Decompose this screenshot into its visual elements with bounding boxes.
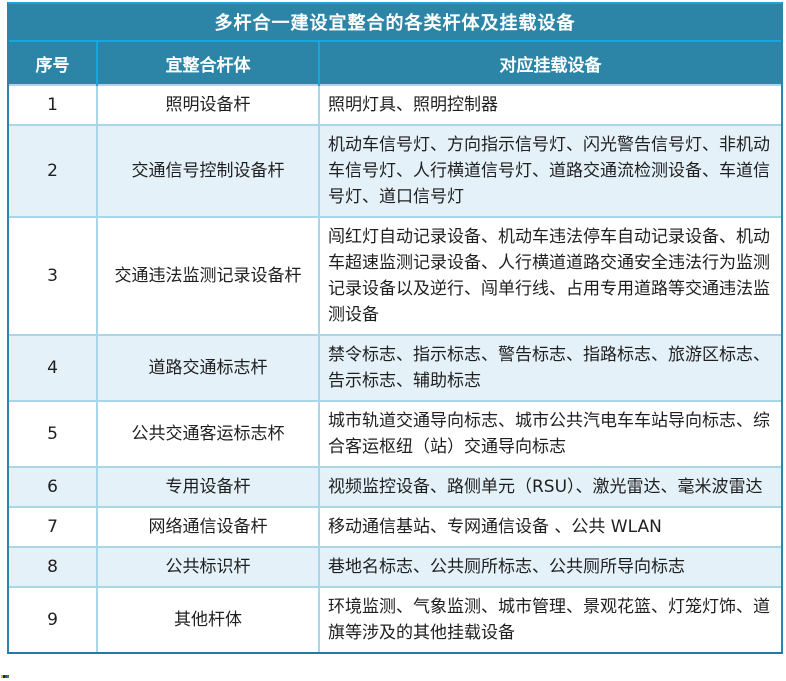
cell-devices: 巷地名标志、公共厕所标志、公共厕所导向标志 bbox=[318, 546, 781, 587]
cell-index: 8 bbox=[9, 546, 97, 587]
cell-index: 6 bbox=[9, 466, 97, 507]
cell-pole: 交通违法监测记录设备杆 bbox=[96, 216, 319, 335]
cell-index: 3 bbox=[9, 216, 97, 335]
cell-pole: 公共标识杆 bbox=[96, 546, 319, 587]
table-row: 9 其他杆体 环境监测、气象监测、城市管理、景观花篮、灯笼灯饰、道旗等涉及的其他… bbox=[9, 586, 781, 652]
table-row: 3 交通违法监测记录设备杆 闯红灯自动记录设备、机动车违法停车自动记录设备、机动… bbox=[9, 216, 781, 335]
cell-devices: 照明灯具、照明控制器 bbox=[318, 84, 781, 125]
pole-equipment-table: 序号 宜整合杆体 对应挂载设备 1 照明设备杆 照明灯具、照明控制器 2 交通信… bbox=[9, 42, 781, 652]
table-row: 5 公共交通客运标志杯 城市轨道交通导向标志、城市公共汽电车车站导向标志、综合客… bbox=[9, 400, 781, 467]
cell-index: 5 bbox=[9, 400, 97, 467]
cell-pole: 专用设备杆 bbox=[96, 466, 319, 507]
cell-devices: 视频监控设备、路侧单元（RSU）、激光雷达、毫米波雷达 bbox=[318, 466, 781, 507]
table-row: 2 交通信号控制设备杆 机动车信号灯、方向指示信号灯、闪光警告信号灯、非机动车信… bbox=[9, 124, 781, 217]
cell-pole: 其他杆体 bbox=[96, 586, 319, 652]
cell-index: 2 bbox=[9, 124, 97, 217]
table-title: 多杆合一建设宜整合的各类杆体及挂载设备 bbox=[9, 4, 781, 42]
cell-devices: 城市轨道交通导向标志、城市公共汽电车车站导向标志、综合客运枢纽（站）交通导向标志 bbox=[318, 400, 781, 467]
table-row: 4 道路交通标志杆 禁令标志、指示标志、警告标志、指路标志、旅游区标志、告示标志… bbox=[9, 334, 781, 401]
cell-devices: 移动通信基站、专网通信设备 、公共 WLAN bbox=[318, 506, 781, 547]
cell-index: 7 bbox=[9, 506, 97, 547]
table-body: 1 照明设备杆 照明灯具、照明控制器 2 交通信号控制设备杆 机动车信号灯、方向… bbox=[9, 84, 781, 652]
cell-devices: 环境监测、气象监测、城市管理、景观花篮、灯笼灯饰、道旗等涉及的其他挂载设备 bbox=[318, 586, 781, 652]
cell-pole: 交通信号控制设备杆 bbox=[96, 124, 319, 217]
cell-pole: 照明设备杆 bbox=[96, 84, 319, 125]
header-cell-index: 序号 bbox=[9, 42, 97, 85]
cell-pole: 道路交通标志杆 bbox=[96, 334, 319, 401]
cell-devices: 闯红灯自动记录设备、机动车违法停车自动记录设备、机动车超速监测记录设备、人行横道… bbox=[318, 216, 781, 335]
cell-pole: 公共交通客运标志杯 bbox=[96, 400, 319, 467]
table-header-row: 序号 宜整合杆体 对应挂载设备 bbox=[9, 42, 781, 85]
cell-index: 1 bbox=[9, 84, 97, 125]
cell-devices: 机动车信号灯、方向指示信号灯、闪光警告信号灯、非机动车信号灯、人行横道信号灯、道… bbox=[318, 124, 781, 217]
table-row: 6 专用设备杆 视频监控设备、路侧单元（RSU）、激光雷达、毫米波雷达 bbox=[9, 466, 781, 507]
cell-pole: 网络通信设备杆 bbox=[96, 506, 319, 547]
header-cell-devices: 对应挂载设备 bbox=[318, 42, 781, 85]
header-cell-pole: 宜整合杆体 bbox=[96, 42, 319, 85]
table-row: 7 网络通信设备杆 移动通信基站、专网通信设备 、公共 WLAN bbox=[9, 506, 781, 547]
cell-index: 9 bbox=[9, 586, 97, 652]
cell-devices: 禁令标志、指示标志、警告标志、指路标志、旅游区标志、告示标志、辅助标志 bbox=[318, 334, 781, 401]
table-row: 1 照明设备杆 照明灯具、照明控制器 bbox=[9, 84, 781, 125]
table-row: 8 公共标识杆 巷地名标志、公共厕所标志、公共厕所导向标志 bbox=[9, 546, 781, 587]
cell-index: 4 bbox=[9, 334, 97, 401]
corner-pixel-artifact bbox=[1, 675, 9, 678]
integration-table: 多杆合一建设宜整合的各类杆体及挂载设备 序号 宜整合杆体 对应挂载设备 1 照明… bbox=[7, 2, 783, 654]
